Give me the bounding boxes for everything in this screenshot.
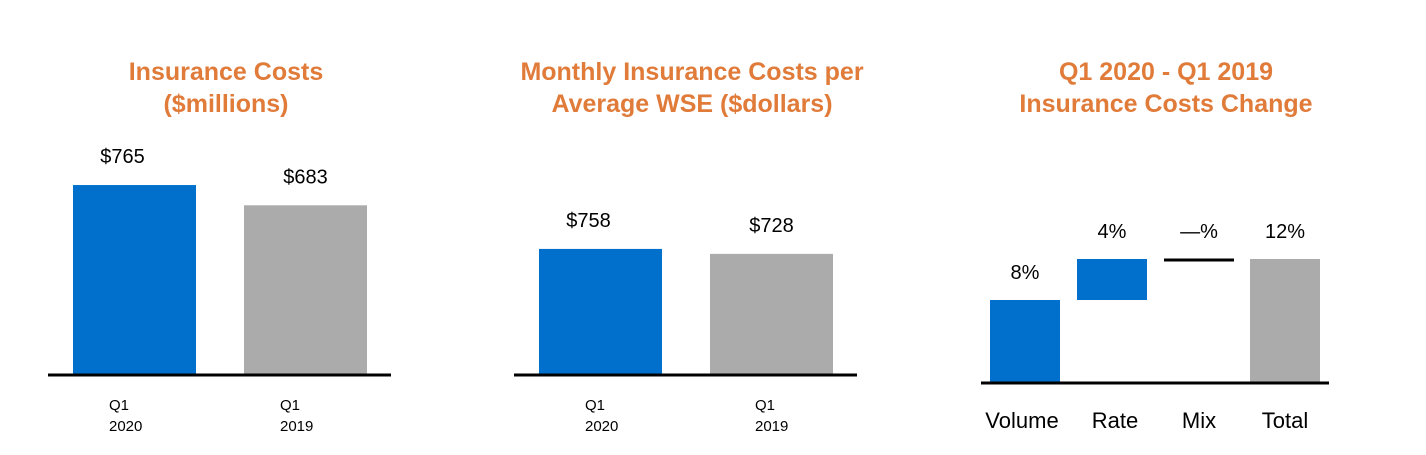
chart3-bar-total xyxy=(1250,259,1320,382)
chart3-category-label-1: Rate xyxy=(1092,408,1138,433)
chart1-bar-0 xyxy=(73,185,196,374)
chart2-category-label-0-line2: 2020 xyxy=(585,418,618,435)
chart1-data-label-1: $683 xyxy=(283,166,328,188)
chart1-title-line2: ($millions) xyxy=(163,90,289,118)
chart3-category-label-0: Volume xyxy=(985,408,1058,433)
chart2-category-label-1-line1: Q1 xyxy=(755,397,775,414)
chart2-data-label-0: $758 xyxy=(566,210,611,232)
chart3-bar-rate xyxy=(1077,259,1147,300)
chart1-category-label-0-line2: 2020 xyxy=(109,418,142,435)
chart2-bar-1 xyxy=(710,253,833,374)
chart2-title-line2: Average WSE ($dollars) xyxy=(551,90,833,118)
chart3-category-label-2: Mix xyxy=(1182,408,1216,433)
chart1-title-line1: Insurance Costs xyxy=(128,58,324,86)
chart1-category-label-1-line1: Q1 xyxy=(280,397,300,414)
chart3-data-label-3: 12% xyxy=(1265,221,1305,243)
chart2-category-label-0-line1: Q1 xyxy=(585,397,605,414)
chart1-data-label-0: $765 xyxy=(100,146,145,168)
chart3-bar-volume xyxy=(990,300,1060,382)
chart3-category-label-3: Total xyxy=(1262,408,1308,433)
chart1-bar-1 xyxy=(244,205,367,374)
chart2-category-label-1-line2: 2019 xyxy=(755,418,788,435)
chart3-data-label-2: —% xyxy=(1180,221,1218,243)
chart3-title-line2: Insurance Costs Change xyxy=(1019,90,1313,118)
chart2-bar-0 xyxy=(539,248,662,374)
chart3-title: Q1 2020 - Q1 2019 Insurance Costs Change xyxy=(936,56,1396,120)
chart3-data-label-1: 4% xyxy=(1098,221,1127,243)
chart2-title: Monthly Insurance Costs per Average WSE … xyxy=(462,56,922,120)
chart2-title-line1: Monthly Insurance Costs per xyxy=(520,58,864,86)
chart2-data-label-1: $728 xyxy=(749,215,794,237)
chart1-title: Insurance Costs ($millions) xyxy=(0,56,456,120)
chart3-data-label-0: 8% xyxy=(1011,262,1040,284)
chart1-category-label-0-line1: Q1 xyxy=(109,397,129,414)
chart1-category-label-1-line2: 2019 xyxy=(280,418,313,435)
chart3-title-line1: Q1 2020 - Q1 2019 xyxy=(1058,58,1274,86)
